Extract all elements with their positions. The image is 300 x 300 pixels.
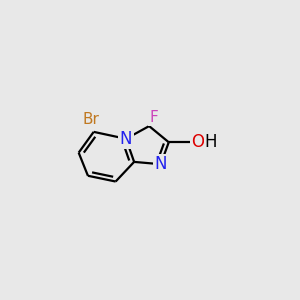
Text: O: O	[191, 133, 204, 151]
Text: F: F	[149, 110, 158, 125]
Text: Br: Br	[83, 112, 100, 127]
Text: N: N	[120, 130, 132, 148]
Text: N: N	[154, 155, 167, 173]
Text: H: H	[205, 133, 217, 151]
